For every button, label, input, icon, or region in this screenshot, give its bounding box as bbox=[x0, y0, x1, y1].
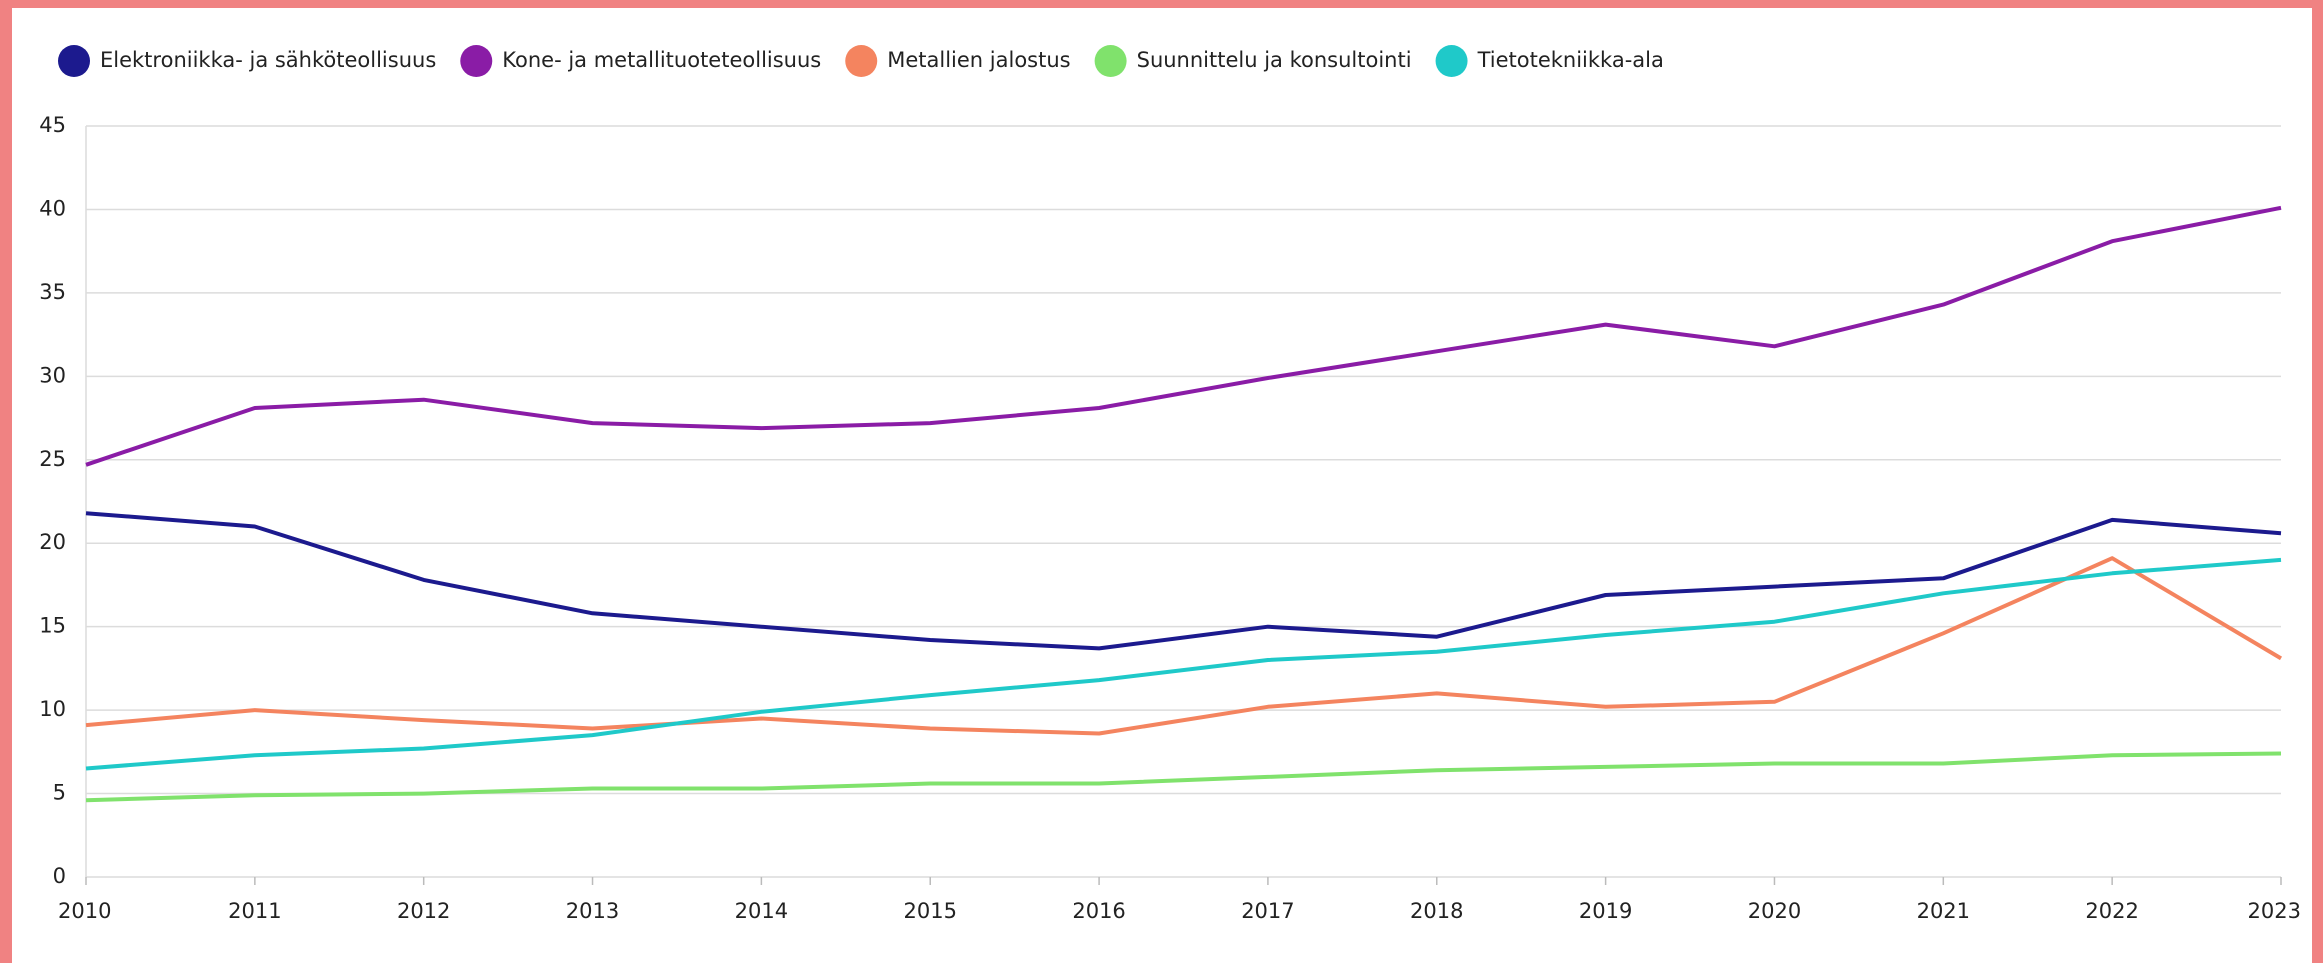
x-tick-label: 2021 bbox=[1917, 899, 1970, 923]
x-tick-label: 2011 bbox=[228, 899, 281, 923]
series-line bbox=[85, 556, 2283, 736]
y-tick-label: 45 bbox=[39, 113, 66, 137]
y-tick-label: 35 bbox=[39, 280, 66, 304]
x-tick-label: 2015 bbox=[904, 899, 957, 923]
y-tick-label: 30 bbox=[39, 363, 66, 387]
x-tick-label: 2012 bbox=[397, 899, 450, 923]
legend-marker bbox=[845, 45, 878, 77]
x-tick-label: 2010 bbox=[58, 899, 111, 923]
y-tick-label: 40 bbox=[39, 196, 66, 220]
legend-label: Elektroniikka- ja sähköteollisuus bbox=[100, 48, 436, 72]
legend-label: Suunnittelu ja konsultointi bbox=[1137, 48, 1412, 72]
x-tick-label: 2014 bbox=[735, 899, 788, 923]
y-tick-label: 20 bbox=[39, 530, 66, 554]
legend-marker bbox=[1094, 45, 1127, 77]
series-line bbox=[85, 557, 2282, 771]
y-tick-label: 15 bbox=[39, 614, 66, 638]
x-tick-label: 2023 bbox=[2248, 899, 2301, 923]
x-tick-label: 2013 bbox=[566, 899, 619, 923]
legend-marker bbox=[460, 45, 493, 77]
x-tick-label: 2018 bbox=[1410, 899, 1463, 923]
y-tick-label: 10 bbox=[39, 697, 66, 721]
y-tick-label: 0 bbox=[53, 864, 66, 888]
x-tick-label: 2017 bbox=[1241, 899, 1294, 923]
panel bbox=[12, 8, 2312, 963]
legend-label: Kone- ja metallituoteteollisuus bbox=[502, 48, 821, 72]
legend-label: Tietotekniikka-ala bbox=[1477, 48, 1664, 72]
legend-marker bbox=[1435, 45, 1468, 77]
series-line bbox=[85, 751, 2282, 803]
grid: 0 5 10 15 20 25 30 35 40 45 2010 2011 2012 2013 2014 20… bbox=[39, 113, 2301, 923]
series-line bbox=[85, 205, 2282, 467]
lines bbox=[85, 205, 2283, 803]
legend: Elektroniikka- ja sähköteollisuus Kone- j… bbox=[58, 45, 1664, 77]
x-tick-label: 2020 bbox=[1748, 899, 1801, 923]
y-tick-label: 5 bbox=[53, 781, 66, 805]
y-tick-label: 25 bbox=[39, 447, 66, 471]
legend-label: Metallien jalostus bbox=[887, 48, 1070, 72]
x-tick-label: 2016 bbox=[1072, 899, 1125, 923]
x-tick-label: 2022 bbox=[2085, 899, 2138, 923]
x-tick-label: 2019 bbox=[1579, 899, 1632, 923]
series-line bbox=[85, 511, 2282, 651]
legend-marker bbox=[58, 45, 90, 77]
